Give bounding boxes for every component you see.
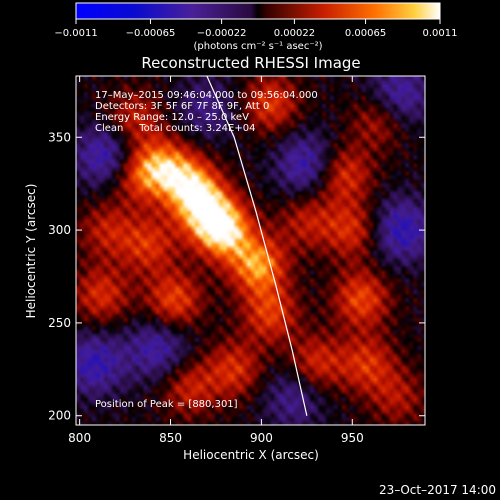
colorbar-tick-label: −0.0011 [54, 28, 97, 39]
y-tick-label: 300 [48, 223, 71, 237]
colorbar-tick-label: 0.0011 [423, 28, 458, 39]
y-tick-label: 200 [48, 409, 71, 423]
heatmap-image [76, 76, 425, 425]
annotation-block: 17–May–2015 09:46:04.000 to 09:56:04.000… [95, 90, 318, 134]
chart-title: Reconstructed RHESSI Image [141, 54, 360, 72]
annotation-total-counts: Clean Total counts: 3.24E+04 [95, 123, 255, 134]
annotation-time-range: 17–May–2015 09:46:04.000 to 09:56:04.000 [95, 90, 318, 101]
colorbar [75, 2, 441, 20]
x-tick-label: 900 [250, 431, 273, 445]
solar-limb-curve [206, 76, 308, 416]
colorbar-unit-label: (photons cm⁻² s⁻¹ asec⁻²) [193, 41, 322, 52]
colorbar-tick-label: −0.00065 [126, 28, 176, 39]
y-axis-label: Heliocentric Y (arcsec) [24, 184, 38, 319]
annotation-detectors: Detectors: 3F 5F 6F 7F 8F 9F, Att 0 [95, 101, 269, 112]
colorbar-tick-label: 0.00022 [274, 28, 315, 39]
x-axis-ticks: 800 850 900 950 [68, 76, 364, 445]
footer-date: 23–Oct–2017 14:00 [379, 483, 496, 497]
y-tick-label: 350 [48, 130, 71, 144]
plot-frame [75, 75, 426, 426]
x-tick-label: 950 [341, 431, 364, 445]
x-tick-label: 800 [68, 431, 91, 445]
y-tick-label: 250 [48, 316, 71, 330]
y-axis-ticks: 200 250 300 350 [48, 130, 425, 423]
x-axis-label: Heliocentric X (arcsec) [183, 448, 319, 462]
peak-position-label: Position of Peak = [880,301] [95, 399, 238, 410]
x-tick-label: 850 [159, 431, 182, 445]
annotation-energy-range: Energy Range: 12.0 – 25.0 keV [95, 112, 249, 123]
colorbar-tick-label: 0.00065 [345, 28, 386, 39]
colorbar-tick-label: −0.00022 [197, 28, 247, 39]
colorbar-ticks: −0.0011 −0.00065 −0.00022 0.00022 0.00065 0.0… [54, 19, 458, 39]
